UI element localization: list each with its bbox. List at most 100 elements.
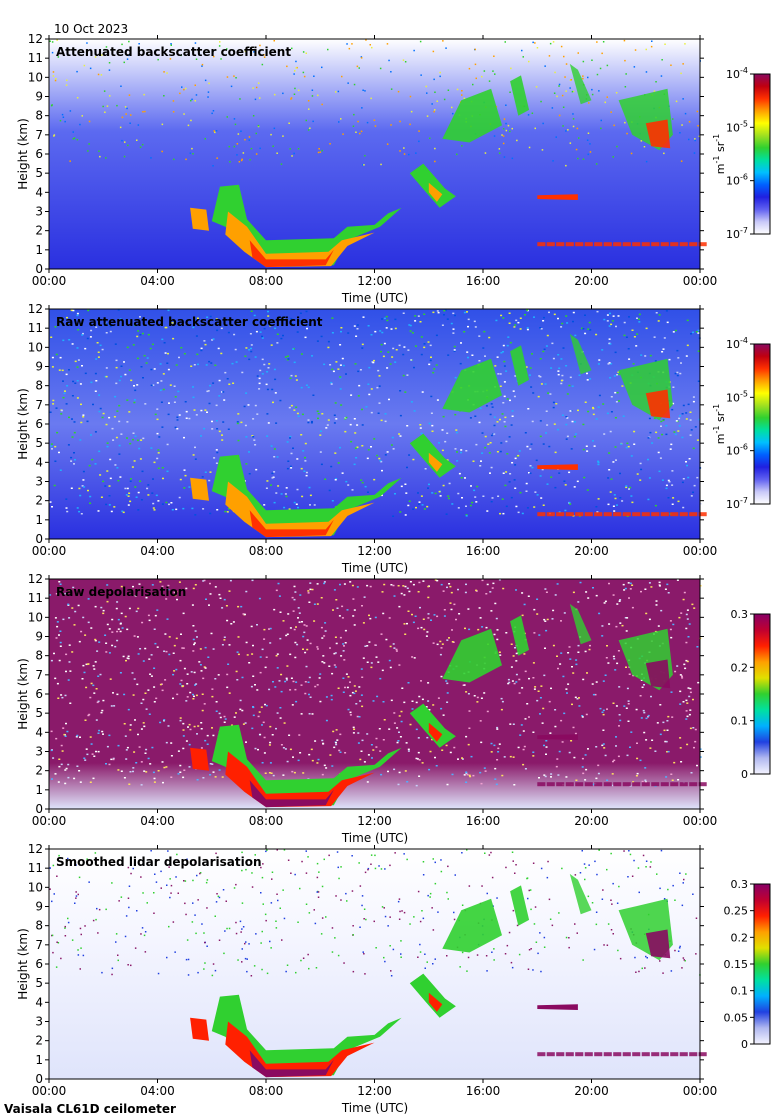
y-tick-label: 12: [28, 572, 43, 586]
x-tick-label: 20:00: [574, 274, 609, 288]
colorbar-tick-label: 10-7: [726, 226, 748, 241]
y-tick-label: 12: [28, 842, 43, 856]
colorbar-tick-label: 10-6: [726, 443, 748, 458]
y-tick-label: 2: [35, 494, 43, 508]
y-tick-label: 2: [35, 764, 43, 778]
x-tick-label: 00:00: [32, 274, 67, 288]
plot-background: [49, 849, 700, 1079]
panel-title: Smoothed lidar depolarisation: [56, 855, 262, 869]
cloud-features: [190, 603, 707, 808]
y-tick-label: 1: [35, 513, 43, 527]
panel-title: Raw attenuated backscatter coefficient: [56, 315, 323, 329]
colorbar-tick-label: 0: [741, 1038, 748, 1051]
x-tick-label: 00:00: [32, 544, 67, 558]
y-tick-label: 2: [35, 1034, 43, 1048]
plot-background: [49, 309, 700, 539]
plot-background: [49, 579, 700, 809]
y-tick-label: 1: [35, 1053, 43, 1067]
y-tick-label: 11: [28, 861, 43, 875]
y-tick-label: 3: [35, 475, 43, 489]
y-tick-label: 5: [35, 166, 43, 180]
y-tick-label: 11: [28, 321, 43, 335]
y-tick-label: 11: [28, 51, 43, 65]
x-tick-label: 00:00: [32, 1084, 67, 1098]
y-tick-label: 8: [35, 109, 43, 123]
colorbar-tick-label: 10-4: [726, 66, 748, 81]
y-tick-label: 8: [35, 379, 43, 393]
y-tick-label: 4: [35, 725, 43, 739]
x-tick-label: 16:00: [466, 274, 501, 288]
y-tick-label: 0: [35, 1072, 43, 1086]
y-tick-label: 9: [35, 900, 43, 914]
x-tick-label: 08:00: [249, 274, 284, 288]
x-tick-label: 00:00: [32, 814, 67, 828]
x-axis-label: Time (UTC): [341, 1101, 408, 1115]
y-axis-label: Height (km): [16, 928, 30, 999]
colorbar-tick-label: 10-5: [726, 119, 748, 134]
colorbar-tick-label: 10-7: [726, 496, 748, 511]
y-tick-label: 0: [35, 262, 43, 276]
y-tick-label: 8: [35, 919, 43, 933]
y-tick-label: 10: [28, 610, 43, 624]
y-tick-label: 3: [35, 205, 43, 219]
y-tick-label: 6: [35, 417, 43, 431]
y-tick-label: 10: [28, 880, 43, 894]
colorbar-tick-label: 0.2: [731, 931, 749, 944]
colorbar-unit: m-1 sr-1: [712, 404, 727, 444]
colorbar-tick-label: 10-4: [726, 336, 748, 351]
heatmap-field: [49, 39, 701, 167]
x-tick-label: 16:00: [466, 1084, 501, 1098]
y-tick-label: 1: [35, 243, 43, 257]
cloud-features: [190, 873, 707, 1078]
x-tick-label: 16:00: [466, 544, 501, 558]
panel-title: Attenuated backscatter coefficient: [56, 45, 291, 59]
y-tick-label: 2: [35, 224, 43, 238]
colorbar-tick-label: 0.05: [724, 1011, 749, 1024]
y-tick-label: 5: [35, 976, 43, 990]
colorbar-tick-label: 10-5: [726, 389, 748, 404]
y-axis-label: Height (km): [16, 388, 30, 459]
x-tick-label: 00:00: [683, 544, 718, 558]
x-axis-label: Time (UTC): [341, 831, 408, 845]
x-tick-label: 20:00: [574, 1084, 609, 1098]
colorbar-tick-label: 0: [741, 768, 748, 781]
panel-title: Raw depolarisation: [56, 585, 186, 599]
colorbar-tick-label: 0.15: [724, 958, 749, 971]
colorbar-tick-label: 10-6: [726, 173, 748, 188]
y-tick-label: 3: [35, 1015, 43, 1029]
y-tick-label: 7: [35, 938, 43, 952]
cloud-features: [190, 63, 707, 268]
y-tick-label: 9: [35, 360, 43, 374]
x-axis-label: Time (UTC): [341, 561, 408, 575]
y-tick-label: 5: [35, 436, 43, 450]
x-tick-label: 12:00: [357, 1084, 392, 1098]
y-axis-label: Height (km): [16, 658, 30, 729]
y-tick-label: 0: [35, 532, 43, 546]
y-axis-label: Height (km): [16, 118, 30, 189]
x-tick-label: 12:00: [357, 814, 392, 828]
y-tick-label: 4: [35, 455, 43, 469]
x-tick-label: 04:00: [140, 1084, 175, 1098]
y-tick-label: 7: [35, 128, 43, 142]
x-tick-label: 04:00: [140, 544, 175, 558]
y-tick-label: 6: [35, 147, 43, 161]
y-tick-label: 6: [35, 957, 43, 971]
y-tick-label: 12: [28, 32, 43, 46]
x-tick-label: 20:00: [574, 814, 609, 828]
y-tick-label: 7: [35, 398, 43, 412]
x-tick-label: 00:00: [683, 814, 718, 828]
colorbar: [753, 613, 771, 775]
y-tick-label: 8: [35, 649, 43, 663]
y-tick-label: 0: [35, 802, 43, 816]
colorbar-tick-label: 0.3: [731, 878, 749, 891]
colorbar: [753, 343, 771, 505]
date-label: 10 Oct 2023: [54, 22, 128, 36]
x-tick-label: 08:00: [249, 1084, 284, 1098]
instrument-footer: Vaisala CL61D ceilometer: [4, 1102, 176, 1116]
y-tick-label: 4: [35, 995, 43, 1009]
x-tick-label: 12:00: [357, 274, 392, 288]
